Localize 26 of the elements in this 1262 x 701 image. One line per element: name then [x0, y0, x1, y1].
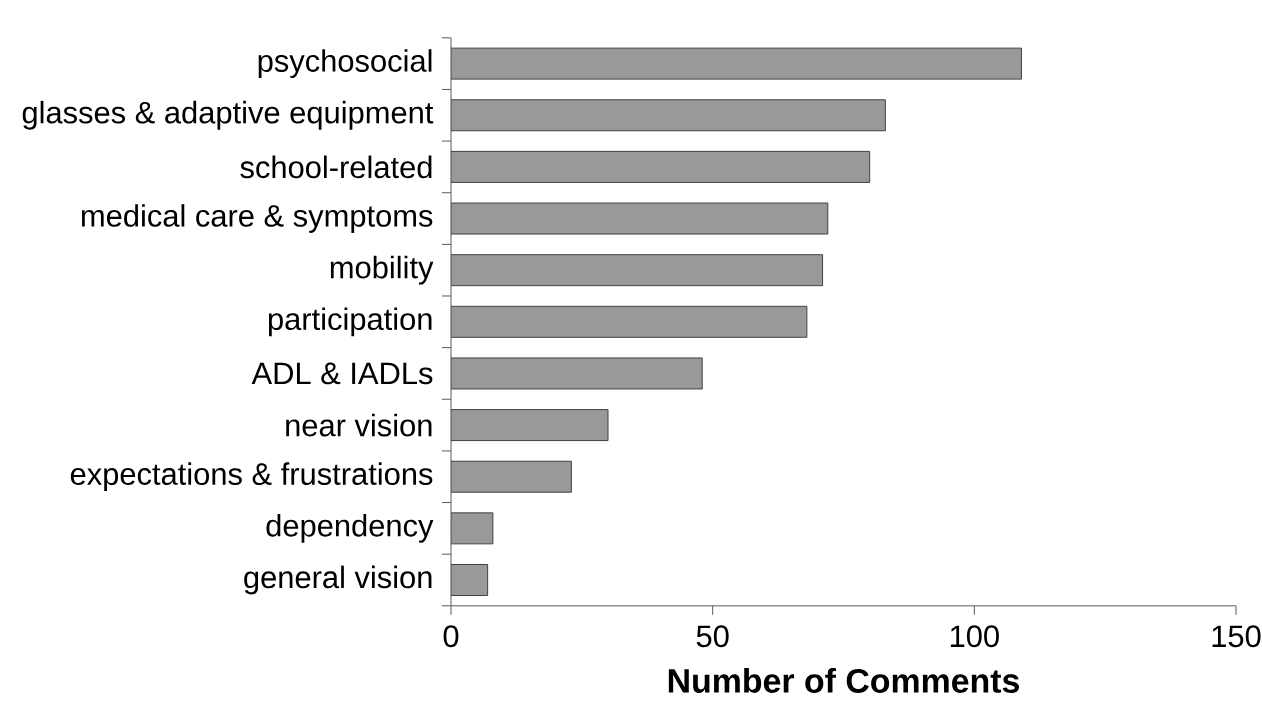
- y-tick-label: near vision: [286, 413, 432, 437]
- bar: [451, 47, 1022, 80]
- bar: [451, 460, 572, 493]
- bar: [451, 150, 871, 183]
- bar: [451, 202, 829, 235]
- y-tick-label: participation: [268, 307, 432, 337]
- bar: [451, 564, 489, 596]
- bar: [451, 409, 609, 442]
- y-tick-label: school-related: [240, 155, 432, 179]
- bar: [451, 305, 808, 338]
- bar: [451, 99, 886, 132]
- y-tick-label: ADL & IADLs: [251, 362, 433, 385]
- x-tick-label: 150: [1212, 625, 1261, 648]
- y-tick-label: mobility: [330, 255, 434, 285]
- y-tick-label: psychosocial: [258, 49, 432, 79]
- y-tick-label: general vision: [244, 565, 432, 595]
- y-tick-label: medical care & symptoms: [81, 204, 433, 233]
- y-tick-label: dependency: [266, 513, 434, 543]
- x-tick-label: 100: [950, 625, 999, 648]
- y-tick-label: glasses & adaptive equipment: [22, 100, 434, 130]
- bar: [451, 357, 703, 390]
- bar: [451, 254, 824, 287]
- y-tick-label: expectations & frustrations: [70, 462, 433, 492]
- x-axis-title: Number of Comments: [668, 668, 1019, 693]
- x-tick-label: 50: [696, 625, 729, 648]
- x-tick-label: 0: [443, 625, 459, 648]
